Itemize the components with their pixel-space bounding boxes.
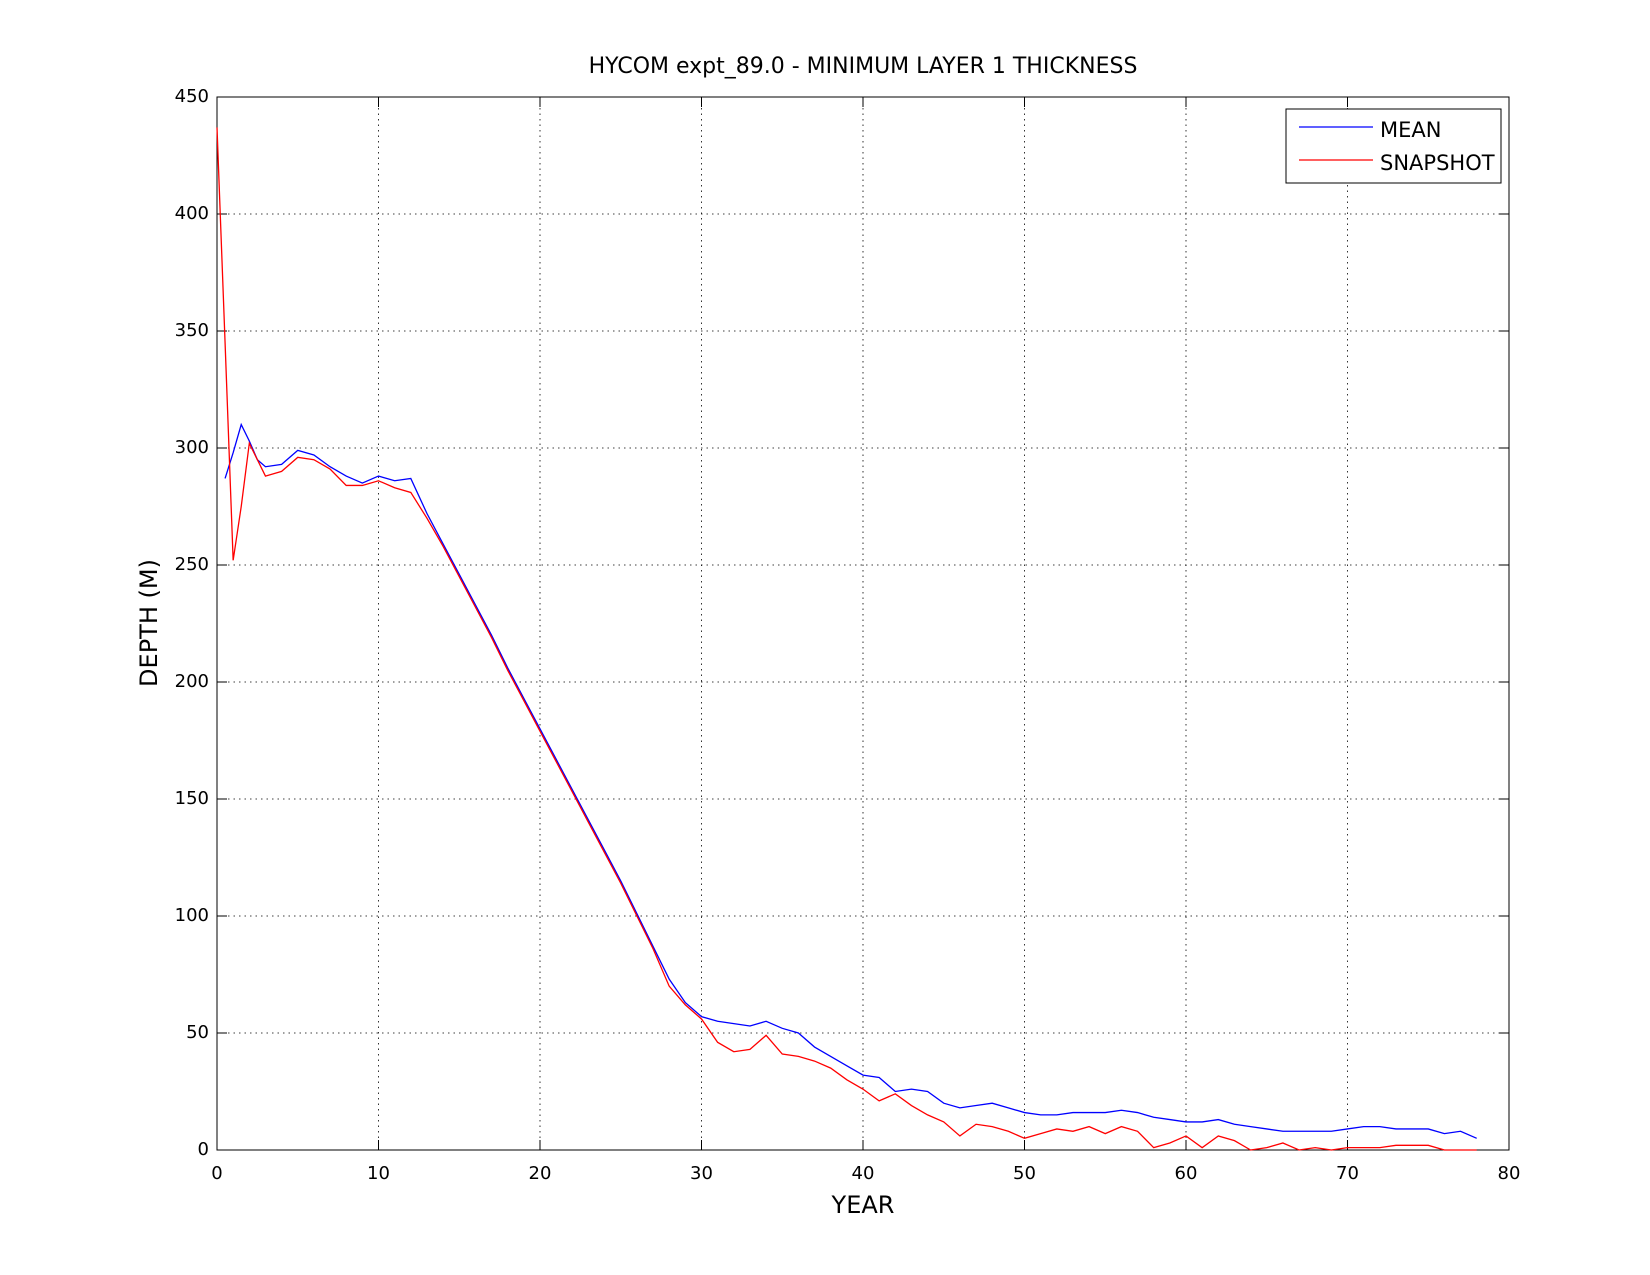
- data-line: [216, 127, 1477, 1151]
- x-tick-label: 0: [211, 1163, 222, 1184]
- y-tick-label: 300: [175, 437, 209, 458]
- x-tick-label: 40: [852, 1163, 875, 1184]
- y-tick-label: 250: [175, 554, 209, 575]
- y-tick-label: 0: [198, 1139, 209, 1160]
- legend-label: MEAN: [1380, 118, 1441, 142]
- x-axis-label: YEAR: [831, 1191, 895, 1219]
- legend-label: SNAPSHOT: [1380, 151, 1495, 175]
- y-tick-label: 150: [175, 788, 209, 809]
- y-tick-label: 200: [175, 671, 209, 692]
- chart-title: HYCOM expt_89.0 - MINIMUM LAYER 1 THICKN…: [589, 54, 1138, 79]
- x-tick-label: 20: [529, 1163, 552, 1184]
- x-tick-label: 50: [1013, 1163, 1036, 1184]
- x-tick-label: 70: [1336, 1163, 1359, 1184]
- y-axis-label: DEPTH (M): [135, 559, 163, 687]
- y-tick-label: 50: [186, 1022, 209, 1043]
- x-tick-label: 60: [1175, 1163, 1198, 1184]
- y-tick-label: 350: [175, 320, 209, 341]
- x-tick-label: 30: [690, 1163, 713, 1184]
- x-tick-label: 80: [1498, 1163, 1521, 1184]
- data-line: [224, 422, 1477, 1139]
- plot-frame: [216, 96, 1510, 1151]
- y-tick-label: 100: [175, 905, 209, 926]
- x-tick-label: 10: [367, 1163, 390, 1184]
- y-tick-label: 450: [175, 86, 209, 107]
- legend-box: [1285, 108, 1502, 184]
- y-tick-label: 400: [175, 203, 209, 224]
